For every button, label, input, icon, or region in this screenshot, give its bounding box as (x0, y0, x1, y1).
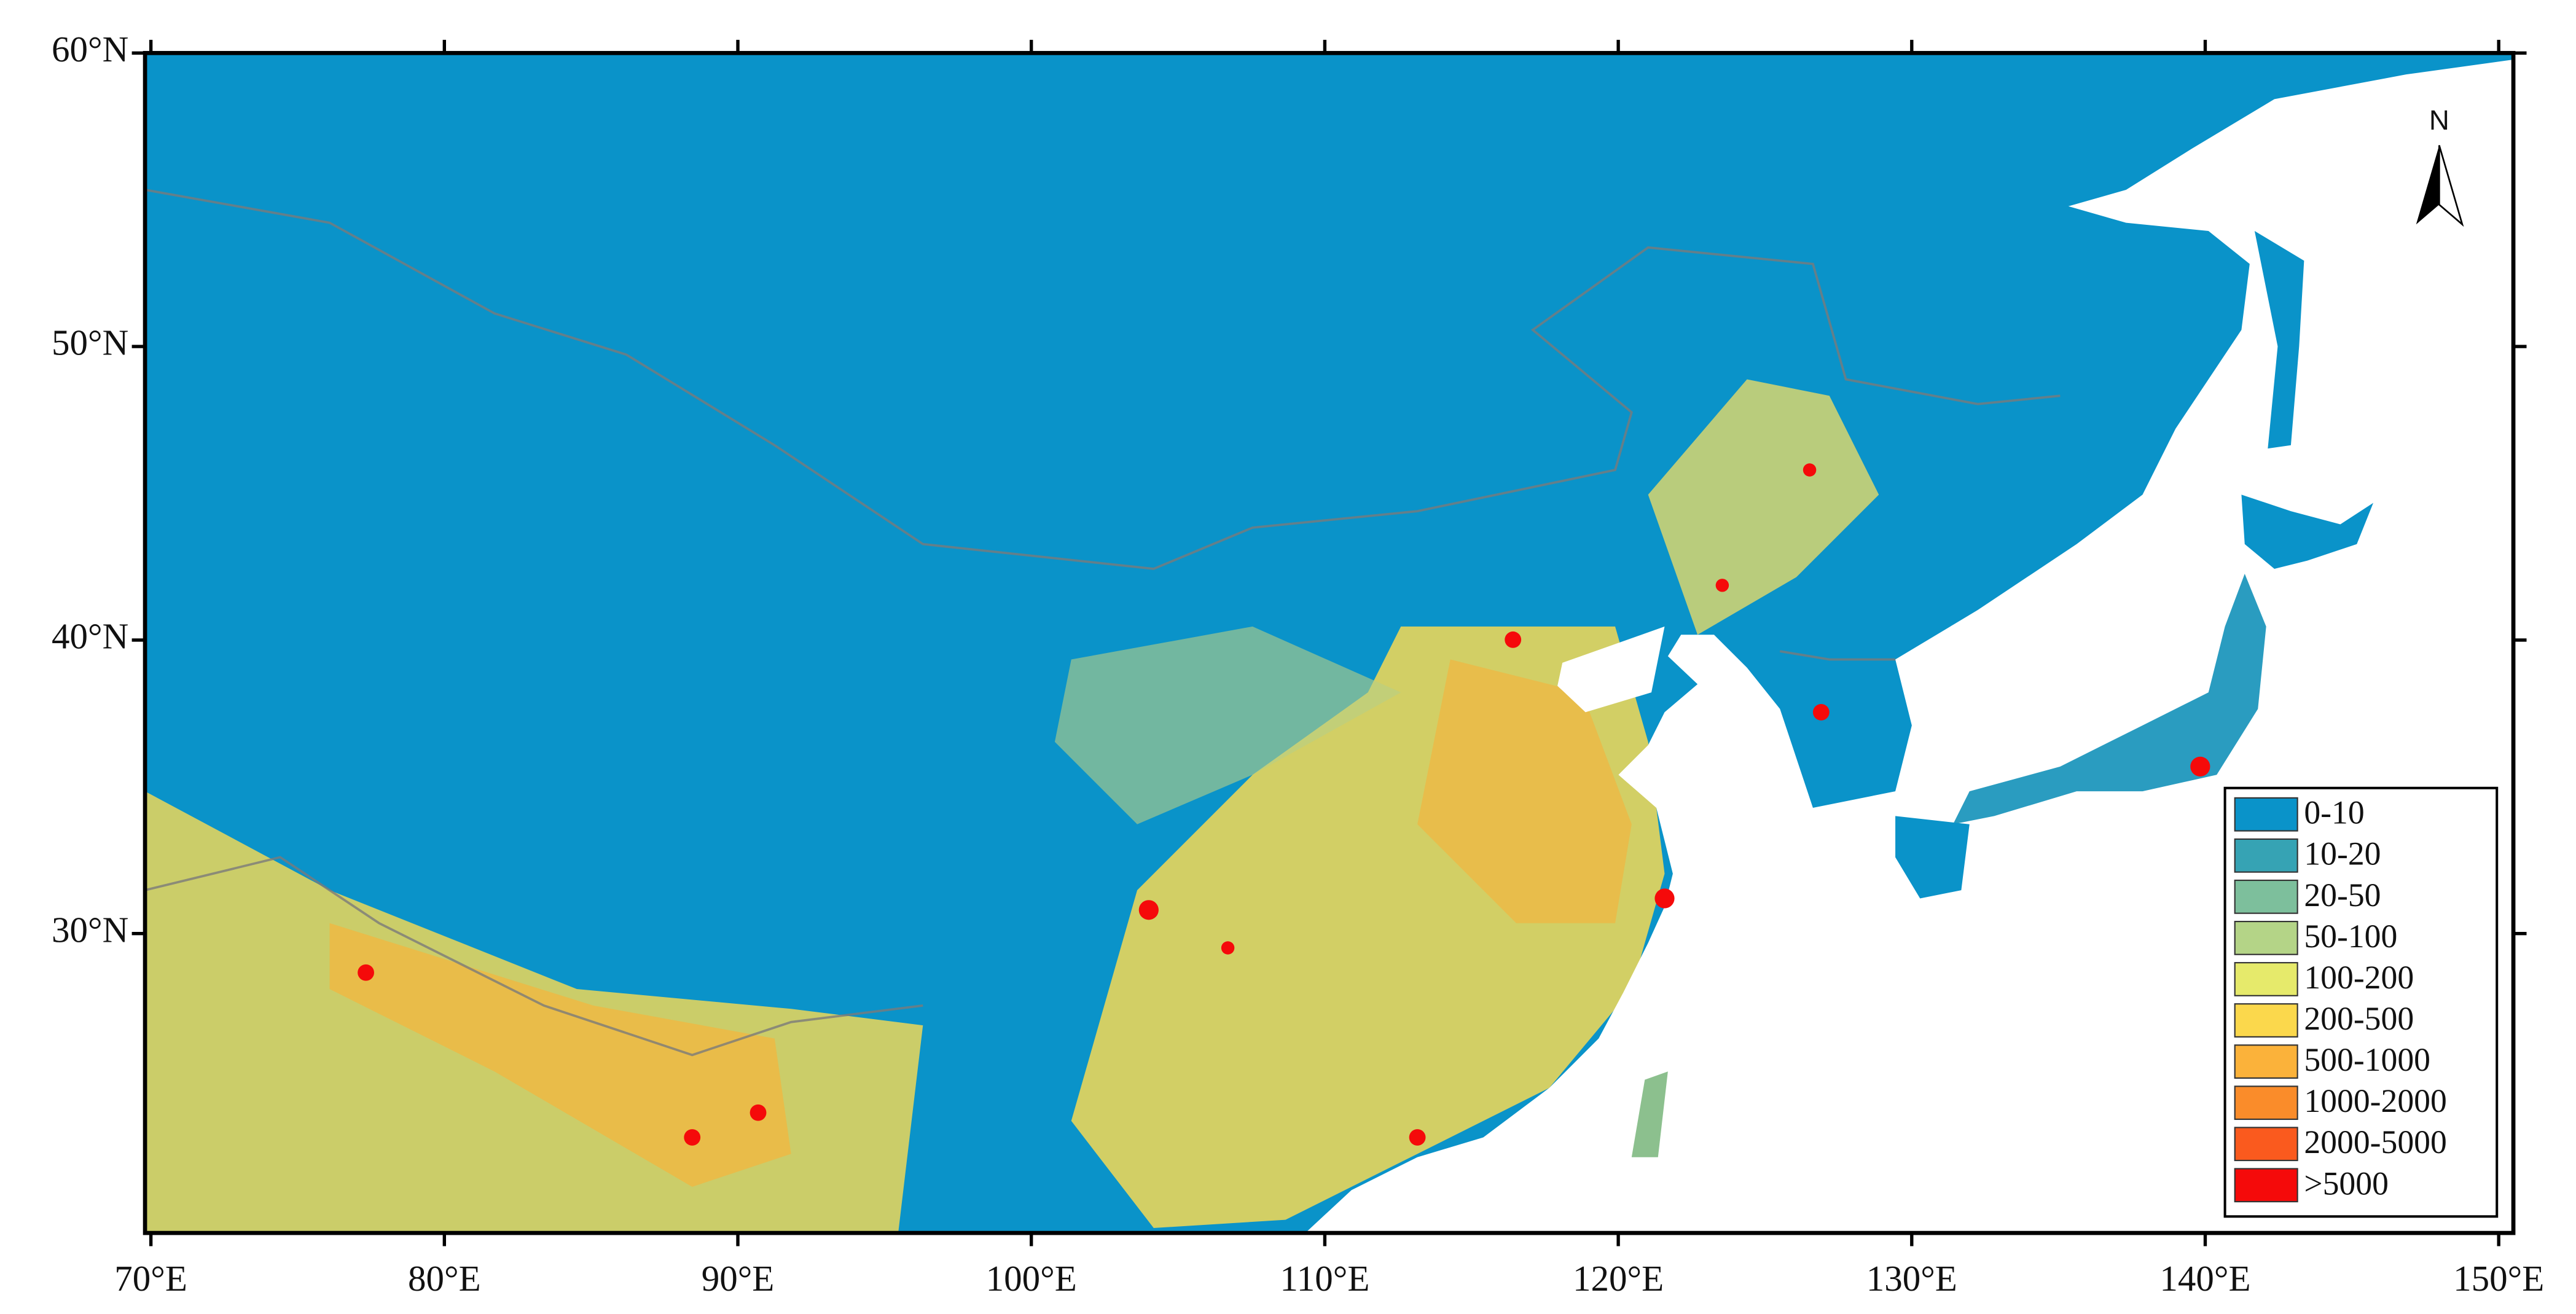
y-tick-label: 30°N (52, 909, 128, 950)
hokkaido (2241, 495, 2374, 569)
legend-label: 2000-5000 (2304, 1124, 2446, 1160)
x-tick-label: 80°E (408, 1258, 481, 1299)
national-border (145, 856, 923, 1057)
ganges-density (329, 923, 791, 1187)
legend-swatch (2234, 879, 2298, 914)
kyushu (1895, 816, 1970, 899)
legend-label: 50-100 (2304, 918, 2397, 955)
legend-swatch (2234, 1127, 2298, 1162)
north-label: N (2429, 104, 2449, 136)
north-arrow (2438, 145, 2464, 227)
cities (358, 463, 2210, 1146)
legend-swatch (2234, 1085, 2298, 1120)
x-tick-label: 130°E (1866, 1258, 1957, 1299)
north-china-plain (1417, 659, 1632, 923)
legend-label: 20-50 (2304, 877, 2381, 913)
legend-label: 500-1000 (2304, 1041, 2430, 1078)
legend-label: 200-500 (2304, 1000, 2414, 1037)
legend-swatch (2234, 1044, 2298, 1079)
national-border (145, 189, 2061, 570)
y-tick-label: 50°N (52, 323, 128, 363)
legend-label: 0-10 (2304, 794, 2364, 831)
loess-density (1054, 626, 1401, 824)
legend-label: 100-200 (2304, 959, 2414, 996)
national-border (1779, 650, 1896, 661)
bohai-sea (1557, 626, 1665, 713)
y-tick-label: 60°N (52, 29, 128, 69)
legend-swatch (2234, 1168, 2298, 1203)
x-tick-label: 120°E (1573, 1258, 1664, 1299)
legend-swatch (2234, 838, 2298, 873)
honshu (1952, 574, 2266, 824)
x-tick-label: 110°E (1280, 1258, 1369, 1299)
legend-swatch (2234, 920, 2298, 955)
sea (1305, 60, 2514, 1234)
northeast-china-density (1648, 379, 1879, 635)
x-tick-label: 150°E (2453, 1258, 2544, 1299)
x-tick-label: 70°E (114, 1258, 187, 1299)
y-tick-label: 40°N (52, 616, 128, 656)
legend-label: 10-20 (2304, 835, 2381, 872)
map-frame (143, 50, 2516, 1235)
x-tick-label: 100°E (986, 1258, 1077, 1299)
legend-swatch (2234, 797, 2298, 832)
sakhalin (2254, 231, 2304, 449)
legend-label: 1000-2000 (2304, 1082, 2446, 1119)
legend-swatch (2234, 1003, 2298, 1038)
x-tick-label: 90°E (702, 1258, 775, 1299)
x-tick-label: 140°E (2159, 1258, 2250, 1299)
legend-swatch (2234, 962, 2298, 996)
legend-label: >5000 (2304, 1165, 2389, 1202)
map-area (145, 53, 2514, 1234)
taiwan (1631, 1071, 1668, 1157)
